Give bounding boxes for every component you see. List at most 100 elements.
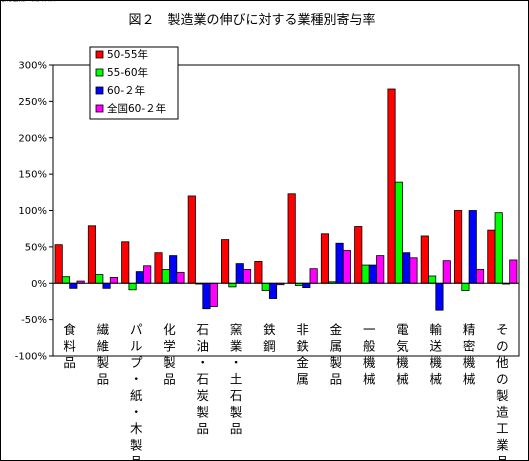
category-label-char: 鉄 xyxy=(296,339,309,354)
bar xyxy=(342,250,351,284)
bar xyxy=(54,244,63,284)
bar xyxy=(87,225,97,284)
legend-label: 50-55年 xyxy=(107,48,148,61)
legend-swatch xyxy=(95,50,104,59)
category-label-char: 金 xyxy=(330,322,343,337)
bar xyxy=(69,282,78,289)
y-tick-label: 50% xyxy=(25,242,47,253)
bar xyxy=(268,282,278,299)
bar xyxy=(209,282,218,307)
category-label-char: 製 xyxy=(197,405,210,420)
bar xyxy=(361,264,370,284)
category-label-char: 般 xyxy=(363,339,376,354)
bar xyxy=(454,210,463,284)
category-label-char: 気 xyxy=(396,339,409,354)
category-label-char: 品 xyxy=(330,372,343,387)
bar xyxy=(409,257,418,284)
category-label-char: 業 xyxy=(230,339,243,354)
category-label-char: 械 xyxy=(396,372,409,387)
category-label-char: 維 xyxy=(97,339,110,354)
legend-swatch xyxy=(95,104,104,113)
category-label-char: 械 xyxy=(430,372,443,387)
category-label-char: の xyxy=(496,339,509,354)
bar xyxy=(428,275,437,284)
category-label-char: 品 xyxy=(163,372,176,387)
bar xyxy=(228,282,237,288)
y-axis: 300% 250% 200% 150% 100% 50% 0% -50% -100% xyxy=(15,61,53,363)
category-label-char: 製 xyxy=(330,355,343,370)
y-tick-label: 0% xyxy=(31,279,47,290)
legend-label: 55-60年 xyxy=(107,66,148,79)
category-label-char: 窯 xyxy=(230,322,243,337)
category-label-char: 木 xyxy=(130,421,143,436)
category-label-char: 土 xyxy=(230,372,243,387)
bar xyxy=(261,282,270,291)
y-tick-label: -50% xyxy=(21,315,47,326)
bar xyxy=(435,282,444,311)
legend-swatch xyxy=(95,68,104,77)
category-label-char: 機 xyxy=(463,355,476,370)
bar xyxy=(154,252,163,284)
category-label-char: 機 xyxy=(430,355,443,370)
bar xyxy=(509,259,518,284)
category-label-char: 業 xyxy=(496,438,509,453)
bar xyxy=(387,88,396,284)
category-label-char: 属 xyxy=(330,339,343,354)
bar xyxy=(128,282,137,291)
bar xyxy=(468,210,477,284)
category-label-char: 送 xyxy=(430,339,443,354)
category-label-char: 工 xyxy=(496,421,509,436)
category-label-char: 料 xyxy=(63,339,76,354)
legend-box xyxy=(89,46,179,120)
category-label-char: 品 xyxy=(496,454,509,461)
category-label-char: ・ xyxy=(197,355,210,370)
bar xyxy=(368,264,377,284)
bar xyxy=(494,212,503,284)
bar xyxy=(461,282,470,291)
category-label-char: 石 xyxy=(197,322,210,337)
category-label-char: 電 xyxy=(396,322,409,337)
category-label-char: パ xyxy=(130,322,143,337)
bar xyxy=(202,282,211,310)
bar xyxy=(402,252,411,284)
category-label-char: 石 xyxy=(230,388,243,403)
category-label-char: 品 xyxy=(230,421,243,436)
legend-swatch xyxy=(95,86,104,95)
category-label-char: 械 xyxy=(363,372,376,387)
bar xyxy=(143,265,152,284)
category-label-char: 紙 xyxy=(130,388,143,403)
category-label-char: 輸 xyxy=(430,322,443,337)
bar xyxy=(121,241,130,284)
bar xyxy=(475,269,485,284)
bar xyxy=(176,271,185,284)
bar xyxy=(242,269,252,284)
category-label-char: 精 xyxy=(463,322,476,337)
bar xyxy=(487,229,496,284)
y-tick-label: -100% xyxy=(15,352,47,363)
category-label-char: 鉄 xyxy=(263,322,276,337)
bar xyxy=(309,268,318,284)
bar xyxy=(335,242,344,284)
bar xyxy=(109,277,118,284)
bar xyxy=(95,274,104,284)
category-label-char: 鋼 xyxy=(263,339,276,354)
bars-group xyxy=(54,88,518,311)
category-label-char: 油 xyxy=(197,339,210,354)
legend-label: 全国60-２年 xyxy=(107,102,166,115)
bar xyxy=(442,260,451,284)
bar xyxy=(320,233,330,284)
bar xyxy=(221,239,230,284)
legend-label: 60-２年 xyxy=(107,84,145,97)
bar xyxy=(354,226,363,284)
category-label-char: 機 xyxy=(363,355,376,370)
category-label-char: の xyxy=(496,372,509,387)
category-label-char: 属 xyxy=(296,372,309,387)
y-tick-label: 150% xyxy=(18,170,47,181)
category-label-char: そ xyxy=(496,322,509,337)
category-label-char: 食 xyxy=(63,322,76,337)
category-label-char: 他 xyxy=(496,355,509,370)
category-label-char: 石 xyxy=(197,372,210,387)
category-label-char: 非 xyxy=(296,322,309,337)
